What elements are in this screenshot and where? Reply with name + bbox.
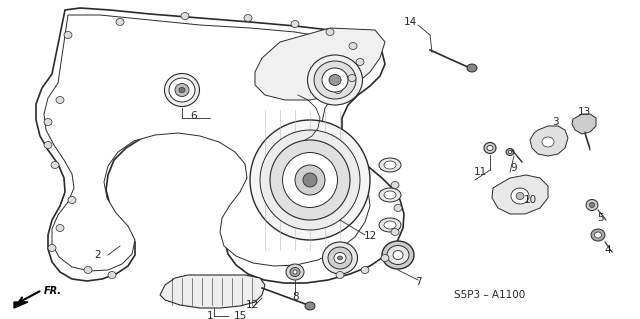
Text: 8: 8 — [292, 292, 300, 302]
Ellipse shape — [44, 142, 52, 149]
Text: 4: 4 — [605, 245, 611, 255]
Polygon shape — [572, 114, 596, 134]
Ellipse shape — [467, 64, 477, 72]
Text: 11: 11 — [474, 167, 486, 177]
Ellipse shape — [291, 20, 299, 27]
Text: 1: 1 — [207, 311, 213, 319]
Ellipse shape — [337, 256, 342, 260]
Ellipse shape — [68, 197, 76, 204]
Ellipse shape — [290, 268, 300, 277]
Ellipse shape — [51, 161, 59, 168]
Polygon shape — [255, 28, 385, 100]
Ellipse shape — [487, 145, 493, 151]
Ellipse shape — [334, 253, 346, 263]
Ellipse shape — [84, 266, 92, 273]
Ellipse shape — [179, 87, 185, 93]
Ellipse shape — [44, 118, 52, 125]
Ellipse shape — [384, 221, 396, 229]
Ellipse shape — [175, 84, 189, 97]
Ellipse shape — [384, 161, 396, 169]
Ellipse shape — [394, 204, 402, 211]
Ellipse shape — [307, 55, 362, 105]
Text: 14: 14 — [403, 17, 417, 27]
Text: 12: 12 — [245, 300, 259, 310]
Polygon shape — [530, 126, 568, 156]
Text: 2: 2 — [95, 250, 101, 260]
Ellipse shape — [303, 173, 317, 187]
Ellipse shape — [293, 270, 297, 274]
Text: 7: 7 — [415, 277, 421, 287]
Ellipse shape — [589, 203, 595, 207]
Ellipse shape — [334, 86, 342, 93]
Text: 5: 5 — [596, 213, 604, 223]
Ellipse shape — [56, 225, 64, 232]
Ellipse shape — [349, 42, 357, 49]
Ellipse shape — [379, 158, 401, 172]
Ellipse shape — [542, 137, 554, 147]
Ellipse shape — [328, 247, 352, 269]
Ellipse shape — [48, 244, 56, 251]
Ellipse shape — [295, 165, 325, 195]
Ellipse shape — [282, 152, 337, 207]
Text: FR.: FR. — [44, 286, 62, 296]
Polygon shape — [36, 8, 404, 283]
Text: 13: 13 — [577, 107, 591, 117]
Ellipse shape — [326, 28, 334, 35]
Ellipse shape — [586, 199, 598, 211]
Ellipse shape — [361, 266, 369, 273]
Polygon shape — [14, 302, 28, 308]
Ellipse shape — [305, 302, 315, 310]
Ellipse shape — [511, 188, 529, 204]
Ellipse shape — [164, 73, 200, 107]
Ellipse shape — [516, 192, 524, 199]
Ellipse shape — [329, 75, 341, 85]
Ellipse shape — [108, 271, 116, 278]
Ellipse shape — [286, 264, 304, 280]
Ellipse shape — [348, 75, 356, 81]
Ellipse shape — [393, 250, 403, 259]
Ellipse shape — [169, 78, 195, 102]
Polygon shape — [492, 175, 548, 214]
Ellipse shape — [379, 218, 401, 232]
Text: 6: 6 — [191, 111, 197, 121]
Text: 15: 15 — [234, 311, 246, 319]
Ellipse shape — [336, 271, 344, 278]
Ellipse shape — [382, 241, 414, 269]
Ellipse shape — [591, 229, 605, 241]
Text: 3: 3 — [552, 117, 558, 127]
Ellipse shape — [387, 246, 409, 264]
Ellipse shape — [64, 32, 72, 39]
Ellipse shape — [244, 14, 252, 21]
Ellipse shape — [484, 143, 496, 153]
Ellipse shape — [381, 255, 389, 262]
Ellipse shape — [314, 61, 356, 99]
Ellipse shape — [56, 97, 64, 103]
Polygon shape — [44, 15, 370, 271]
Ellipse shape — [595, 232, 602, 238]
Ellipse shape — [506, 149, 514, 155]
Text: 12: 12 — [364, 231, 376, 241]
Ellipse shape — [509, 151, 511, 153]
Ellipse shape — [181, 12, 189, 19]
Ellipse shape — [250, 120, 370, 240]
Text: S5P3 – A1100: S5P3 – A1100 — [454, 290, 525, 300]
Ellipse shape — [391, 228, 399, 235]
Ellipse shape — [384, 191, 396, 199]
Text: 10: 10 — [524, 195, 536, 205]
Text: 9: 9 — [511, 163, 517, 173]
Ellipse shape — [379, 188, 401, 202]
Ellipse shape — [270, 140, 350, 220]
Ellipse shape — [260, 130, 360, 230]
Polygon shape — [160, 275, 265, 308]
Ellipse shape — [323, 242, 358, 274]
Ellipse shape — [116, 19, 124, 26]
Ellipse shape — [322, 68, 348, 92]
Ellipse shape — [356, 58, 364, 65]
Ellipse shape — [391, 182, 399, 189]
